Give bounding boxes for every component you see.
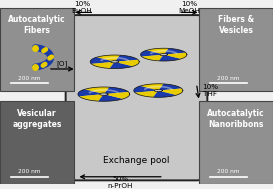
Text: Vesicular
aggregates: Vesicular aggregates <box>12 108 62 129</box>
Text: 10%
BuOH: 10% BuOH <box>72 1 92 13</box>
Polygon shape <box>105 87 128 94</box>
Bar <box>0 101 74 184</box>
Polygon shape <box>141 50 161 57</box>
Polygon shape <box>165 48 186 54</box>
Text: 200 nm: 200 nm <box>217 169 240 174</box>
Ellipse shape <box>153 89 163 92</box>
FancyArrowPatch shape <box>51 67 72 71</box>
Polygon shape <box>107 92 130 99</box>
Bar <box>199 101 273 184</box>
Polygon shape <box>161 88 183 95</box>
Polygon shape <box>140 84 164 90</box>
Polygon shape <box>96 55 120 61</box>
FancyArrowPatch shape <box>182 10 196 14</box>
Text: 10%
MeOH: 10% MeOH <box>179 1 201 13</box>
Text: Fibers &
Vesicles: Fibers & Vesicles <box>218 15 254 35</box>
Text: [O]: [O] <box>56 60 67 67</box>
Bar <box>0 8 74 91</box>
Polygon shape <box>147 48 168 54</box>
Text: Exchange pool: Exchange pool <box>103 156 170 165</box>
Polygon shape <box>91 62 114 68</box>
Polygon shape <box>134 86 155 93</box>
Text: Autocatalytic
Nanoribbons: Autocatalytic Nanoribbons <box>207 108 265 129</box>
Polygon shape <box>153 91 177 97</box>
Polygon shape <box>167 53 187 59</box>
Polygon shape <box>142 55 163 61</box>
Polygon shape <box>78 89 101 96</box>
Polygon shape <box>115 55 138 61</box>
Ellipse shape <box>99 93 109 96</box>
Polygon shape <box>79 94 103 101</box>
Text: 10%
THF: 10% THF <box>202 84 218 97</box>
Polygon shape <box>118 60 139 66</box>
FancyArrowPatch shape <box>81 175 161 179</box>
Polygon shape <box>99 95 123 101</box>
FancyArrowPatch shape <box>196 86 200 97</box>
Text: Autocatalytic
Fibers: Autocatalytic Fibers <box>8 15 66 35</box>
Text: 50%
n-PrOH: 50% n-PrOH <box>107 176 133 189</box>
Polygon shape <box>109 63 133 69</box>
FancyArrowPatch shape <box>77 10 91 14</box>
Polygon shape <box>90 57 112 64</box>
FancyBboxPatch shape <box>66 15 207 180</box>
Text: 200 nm: 200 nm <box>19 169 41 174</box>
Polygon shape <box>85 87 109 93</box>
Ellipse shape <box>159 53 168 56</box>
Polygon shape <box>159 84 182 90</box>
Text: 200 nm: 200 nm <box>19 76 41 81</box>
Polygon shape <box>135 91 158 97</box>
Polygon shape <box>159 55 181 61</box>
Bar <box>199 8 273 91</box>
Ellipse shape <box>110 60 120 63</box>
Text: 200 nm: 200 nm <box>217 76 240 81</box>
